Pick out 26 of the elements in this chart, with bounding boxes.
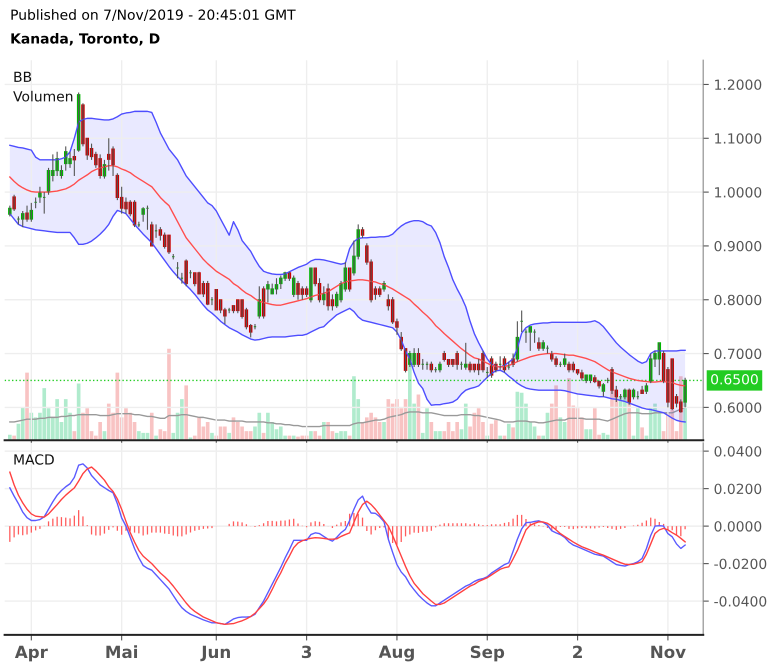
annotation: BB (14, 72, 32, 82)
x-tick-label: Nov (651, 646, 686, 658)
y-tick-label: 0.9000 (714, 240, 762, 252)
y-tick-label: 0.6000 (714, 402, 762, 413)
y-tick-label: -0.0200 (714, 558, 766, 570)
chart-title: Published on 7/Nov/2019 - 20:45:01 GMT (11, 9, 296, 22)
x-tick-label: Apr (14, 646, 48, 662)
y-tick-label: 0.0400 (714, 446, 762, 457)
y-tick-label: -0.0400 (714, 596, 766, 607)
x-tick-label: 2 (573, 646, 582, 658)
x-tick-label: Sep (470, 646, 504, 662)
ref-line-label: 0.6500 (711, 374, 758, 385)
y-tick-label: 0.0200 (714, 484, 762, 494)
x-tick-label: Mai (106, 645, 138, 658)
y-tick-label: 1.1000 (715, 133, 762, 144)
y-tick-label: 0.0000 (714, 521, 762, 532)
x-tick-label: 3 (302, 646, 312, 658)
annotation: Volumen (13, 90, 72, 102)
y-tick-label: 1.0000 (715, 187, 762, 198)
y-tick-label: 1.2000 (715, 79, 762, 90)
y-tick-label: 0.8000 (714, 294, 762, 306)
y-tick-label: 0.7000 (714, 348, 762, 360)
chart-subtitle: Kanada, Toronto, D (11, 33, 160, 46)
x-tick-label: Jun (200, 646, 230, 662)
x-tick-label: Aug (378, 646, 414, 662)
annotation: MACD (14, 454, 54, 465)
